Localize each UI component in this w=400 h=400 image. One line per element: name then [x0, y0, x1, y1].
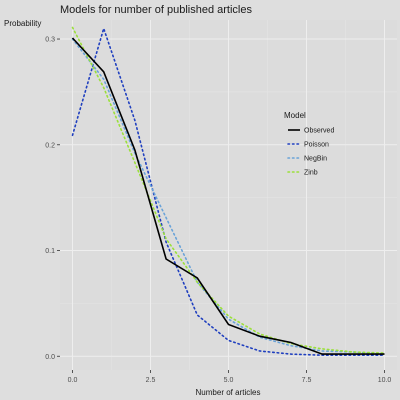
series-layer	[71, 25, 386, 357]
y-axis-ticks: 0.0 0.1 0.2 0.3	[45, 37, 60, 361]
major-grid	[60, 20, 397, 370]
legend-label-negbin: NegBin	[304, 156, 327, 163]
legend-label-zinb: Zinb	[304, 170, 318, 177]
series-line-zinb	[71, 26, 386, 354]
y-axis-label: Probability	[4, 19, 41, 28]
legend-items: Observed Poisson NegBin Zinb	[287, 128, 334, 177]
x-axis-ticks: 0.0 2.5 5.0 7.5 10.0	[68, 370, 392, 384]
legend: Model Observed Poisson NegBin Zinb	[284, 111, 334, 177]
x-tick-label: 5.0	[224, 377, 234, 384]
legend-label-observed: Observed	[304, 128, 334, 135]
legend-label-poisson: Poisson	[304, 142, 329, 149]
x-tick-label: 10.0	[378, 377, 392, 384]
chart-title: Models for number of published articles	[60, 4, 252, 16]
legend-title: Model	[284, 111, 306, 120]
x-axis-label: Number of articles	[196, 388, 261, 397]
y-tick-label: 0.1	[45, 248, 55, 255]
series-line-observed	[71, 37, 385, 355]
x-tick-label: 7.5	[302, 377, 312, 384]
y-tick-label: 0.2	[45, 142, 55, 149]
x-tick-label: 0.0	[68, 377, 78, 384]
x-tick-label: 2.5	[146, 377, 156, 384]
y-tick-label: 0.3	[45, 37, 55, 44]
series-line-poisson	[71, 25, 386, 357]
y-tick-label: 0.0	[45, 354, 55, 361]
series-line-negbin	[71, 38, 386, 355]
